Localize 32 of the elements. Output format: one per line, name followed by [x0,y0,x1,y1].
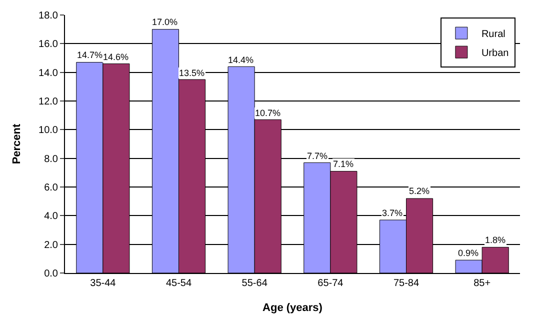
x-tick-label: 45-54 [166,278,192,289]
legend-label: Urban [481,48,509,59]
data-label: 17.0% [152,17,178,27]
x-tick-label: 85+ [474,278,491,289]
data-label: 3.7% [382,208,403,218]
data-label: 10.7% [255,108,281,118]
legend-label: Rural [481,28,506,40]
data-label: 14.4% [228,55,254,65]
y-tick-label: 10.0 [38,125,58,136]
y-axis-title: Percent [11,123,24,164]
y-tick-label: 6.0 [44,182,58,194]
y-tick-label: 12.0 [38,96,58,108]
data-label: 14.7% [77,50,103,60]
data-label: 0.9% [458,248,479,258]
y-tick-label: 0.0 [44,268,58,280]
data-label: 1.8% [485,235,506,245]
x-tick-label: 75-84 [393,278,420,289]
x-tick-label: 65-74 [318,278,344,289]
y-tick-label: 8.0 [44,154,58,165]
data-label: 5.2% [409,186,430,196]
x-tick-label: 35-44 [90,278,116,289]
data-label: 7.1% [333,159,354,169]
y-tick-label: 16.0 [38,39,58,50]
y-tick-label: 2.0 [44,240,58,251]
data-label: 14.6% [103,52,129,62]
data-label: 13.5% [179,68,205,78]
y-tick-label: 18.0 [38,10,58,22]
x-axis-title: Age (years) [262,302,323,314]
x-tick-label: 55-64 [242,278,268,289]
y-tick-label: 4.0 [44,211,58,222]
data-label: 7.7% [307,151,328,161]
y-tick-label: 14.0 [38,68,58,79]
